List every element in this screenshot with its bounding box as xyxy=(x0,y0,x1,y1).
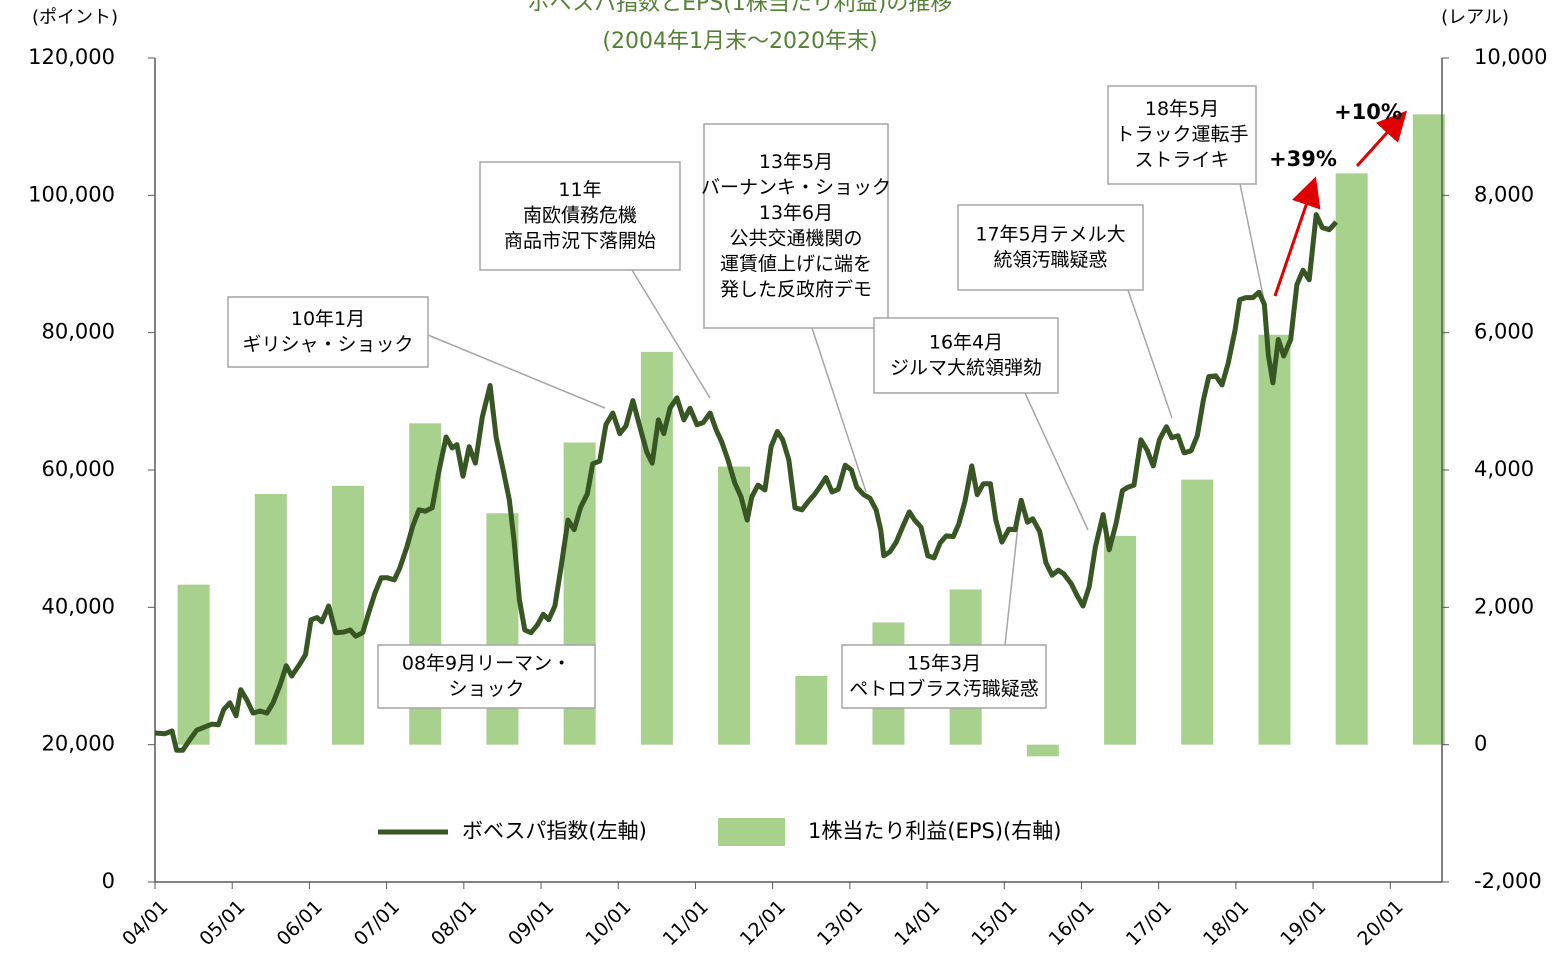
y-tick-label: 40,000 xyxy=(42,594,115,618)
annotation-text: 公共交通機関の xyxy=(729,227,862,249)
y-tick-label: 80,000 xyxy=(42,320,115,344)
annotation-box xyxy=(479,161,681,271)
annotation-text: 17年5月テメル大 xyxy=(975,223,1125,245)
annotation-text: ギリシャ・ショック xyxy=(242,333,413,355)
leader-line xyxy=(811,327,867,493)
y-tick-label: 60,000 xyxy=(42,457,115,481)
bar xyxy=(1026,744,1059,757)
annotation-text: ストライキ xyxy=(1134,149,1229,171)
annotation-box xyxy=(227,296,429,368)
annotation-box xyxy=(841,644,1047,709)
y2-axis-label: (レアル) xyxy=(1441,7,1509,28)
legend-label: ボベスパ指数(左軸) xyxy=(462,819,647,843)
bar xyxy=(795,676,828,745)
annotation-text: ペトロブラス汚職疑惑 xyxy=(849,677,1039,700)
x-tick-label: 15/01 xyxy=(967,896,1021,950)
bar xyxy=(1412,114,1445,745)
annotation-text: 13年6月 xyxy=(759,202,833,224)
annotation-text: 南欧債務危機 xyxy=(523,205,637,227)
leader-line xyxy=(1024,392,1089,531)
y2-tick-label: 2,000 xyxy=(1474,594,1534,618)
x-tick-label: 08/01 xyxy=(427,896,481,950)
arrow xyxy=(1355,110,1408,168)
x-tick-label: 16/01 xyxy=(1045,896,1099,950)
y-tick-label: 0 xyxy=(102,869,115,893)
annotation-text: 18年5月 xyxy=(1145,98,1219,120)
arrow xyxy=(1273,176,1321,297)
y2-tick-label: 8,000 xyxy=(1474,182,1534,206)
y2-tick-label: 0 xyxy=(1474,732,1487,756)
x-tick-label: 17/01 xyxy=(1122,896,1176,950)
bar xyxy=(1104,535,1137,745)
chart-title: ボベスパ指数とEPS(1株当たり利益)の推移 xyxy=(528,0,953,16)
annotation-text: 08年9月リーマン・ xyxy=(402,652,571,674)
y-tick-label: 120,000 xyxy=(28,45,115,69)
annotation-text: 10年1月 xyxy=(291,308,365,330)
annotation-text: トラック運転手 xyxy=(1115,124,1248,146)
legend-label: 1株当たり利益(EPS)(右軸) xyxy=(808,819,1061,843)
y-tick-label: 20,000 xyxy=(42,732,115,756)
annotation-text: 16年4月 xyxy=(929,331,1003,353)
leader-line xyxy=(1239,183,1265,301)
y2-tick-label: 10,000 xyxy=(1474,45,1547,69)
y-tick-label: 100,000 xyxy=(28,182,115,206)
annotation-text: 15年3月 xyxy=(907,652,981,674)
legend-swatch xyxy=(718,818,785,846)
leader-line xyxy=(631,269,711,399)
y-axis-label: (ポイント) xyxy=(32,7,118,28)
chart-subtitle: (2004年1月末～2020年末) xyxy=(602,29,877,54)
bar xyxy=(1258,334,1291,745)
bar xyxy=(177,584,210,745)
x-tick-label: 11/01 xyxy=(659,896,713,950)
annotation-box xyxy=(1107,85,1257,185)
annotation-text: ジルマ大統領弾劾 xyxy=(890,357,1042,379)
x-tick-label: 20/01 xyxy=(1353,896,1407,950)
annotation-box xyxy=(377,644,596,709)
annotation-text: 商品市況下落開始 xyxy=(504,230,656,252)
x-tick-label: 07/01 xyxy=(350,896,404,950)
bar xyxy=(1335,173,1368,745)
bar xyxy=(1181,479,1214,745)
annotation-text: 13年5月 xyxy=(759,151,833,173)
x-tick-label: 09/01 xyxy=(504,896,558,950)
x-tick-label: 10/01 xyxy=(581,896,635,950)
annotation-box xyxy=(957,204,1144,291)
x-tick-label: 12/01 xyxy=(736,896,790,950)
x-tick-label: 05/01 xyxy=(195,896,249,950)
bar xyxy=(332,485,365,745)
annotation-box xyxy=(873,317,1059,394)
x-tick-label: 19/01 xyxy=(1276,896,1330,950)
y2-tick-label: -2,000 xyxy=(1474,869,1542,893)
leader-line xyxy=(1127,289,1173,419)
x-tick-label: 04/01 xyxy=(118,896,172,950)
x-tick-label: 14/01 xyxy=(890,896,944,950)
change-label: +39% xyxy=(1269,147,1337,171)
annotation-text: 11年 xyxy=(558,179,601,201)
change-label: +10% xyxy=(1334,100,1402,124)
annotation-text: 発した反政府デモ xyxy=(720,278,872,300)
leader-line xyxy=(1004,524,1019,646)
annotation-text: ショック xyxy=(448,678,524,700)
y2-tick-label: 6,000 xyxy=(1474,320,1534,344)
x-tick-label: 13/01 xyxy=(813,896,867,950)
leader-line xyxy=(427,334,606,409)
annotation-text: 運賃値上げに端を xyxy=(720,253,872,275)
annotation-text: バーナンキ・ショック xyxy=(701,176,891,198)
x-tick-label: 18/01 xyxy=(1199,896,1253,950)
y2-tick-label: 4,000 xyxy=(1474,457,1534,481)
line xyxy=(154,212,1339,753)
annotation-box xyxy=(703,123,889,329)
x-tick-label: 06/01 xyxy=(273,896,327,950)
annotation-text: 統領汚職疑惑 xyxy=(993,249,1107,271)
